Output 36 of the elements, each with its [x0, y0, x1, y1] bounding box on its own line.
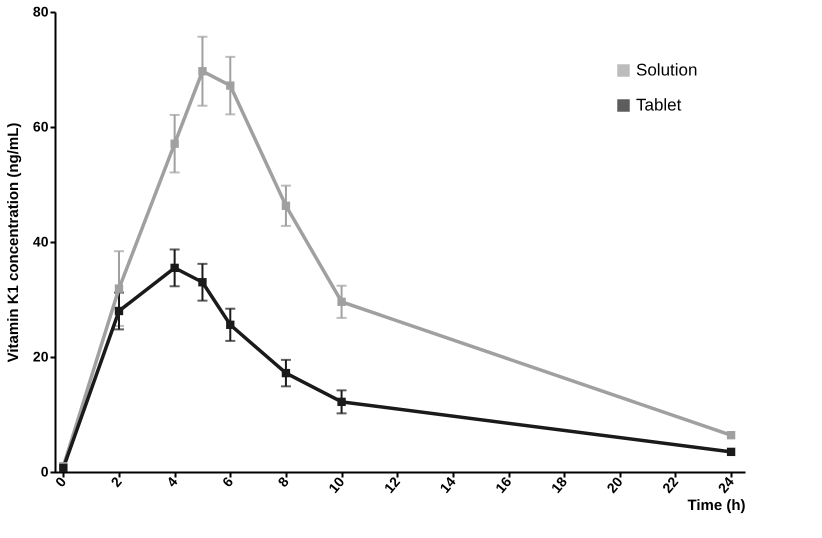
y-tick-label: 20: [32, 348, 49, 364]
x-tick-label: 2: [108, 474, 125, 490]
point: [170, 139, 179, 148]
x-tick-label: 20: [603, 474, 626, 496]
point: [337, 298, 346, 306]
point: [226, 81, 234, 90]
point: [726, 448, 736, 456]
point: [226, 320, 234, 329]
y-axis-title: Vitamin K1 concentration (ng/mL): [4, 122, 22, 362]
x-axis-title: Time (h): [687, 496, 746, 514]
point: [114, 306, 124, 316]
x-tick-label: 4: [163, 474, 181, 490]
x-tick-label: 24: [714, 474, 738, 496]
x-tick-label: 0: [52, 474, 70, 490]
point: [337, 398, 346, 406]
x-tick-label: 18: [548, 474, 570, 496]
y-tick-label: 80: [32, 4, 49, 20]
point: [198, 278, 207, 286]
x-tick-label: 22: [659, 474, 682, 496]
x-tick-label: 6: [218, 474, 236, 490]
point: [114, 284, 124, 293]
x-tick-label: 12: [380, 474, 404, 496]
point: [170, 264, 179, 272]
x-tick-label: 14: [436, 474, 459, 496]
y-tick-label: 40: [32, 234, 49, 250]
y-tick-label: 0: [40, 464, 49, 480]
point: [726, 431, 736, 440]
point: [282, 368, 290, 378]
x-tick-label: 16: [492, 474, 515, 496]
point: [282, 202, 290, 210]
point: [198, 67, 207, 76]
x-tick-label: 8: [274, 474, 292, 490]
legend-label: Tablet: [636, 96, 682, 114]
legend-label: Solution: [636, 60, 698, 80]
y-tick-label: 60: [32, 118, 49, 134]
x-tick-label: 10: [325, 474, 348, 496]
